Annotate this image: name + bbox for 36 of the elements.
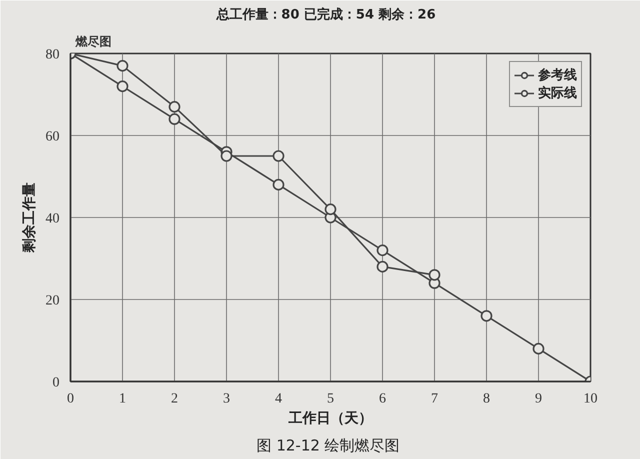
y-tick-label: 60	[46, 130, 60, 144]
x-tick-label: 1	[119, 392, 126, 406]
point	[272, 178, 284, 190]
point	[168, 101, 180, 113]
x-tick-label: 6	[379, 392, 386, 406]
y-axis-title: 剩余工作量	[22, 182, 38, 254]
point	[480, 310, 492, 322]
legend-label: 参考线	[538, 67, 577, 84]
x-tick-label: 8	[483, 392, 490, 406]
x-tick-label: 10	[584, 392, 598, 406]
y-tick-label: 40	[46, 212, 60, 226]
legend-label: 实际线	[538, 84, 577, 102]
text: 燃尽图	[74, 34, 112, 48]
point	[116, 80, 128, 92]
point	[220, 150, 232, 162]
point	[532, 342, 544, 354]
point	[428, 269, 440, 281]
x-tick-label: 5	[327, 392, 334, 406]
x-tick-label: 0	[67, 392, 74, 406]
caption: 图 12-12 绘制燃尽图	[256, 436, 400, 454]
point	[272, 150, 284, 162]
y-tick-label: 80	[46, 48, 60, 62]
x-axis-title: 工作日（天）	[288, 410, 372, 426]
x-tick-label: 9	[535, 392, 542, 406]
x-tick-label: 3	[223, 392, 230, 406]
y-tick-label: 20	[46, 294, 60, 308]
y-tick-label: 0	[52, 376, 60, 390]
chart-title: 总工作量：80 已完成：54 剩余：26	[215, 6, 436, 22]
point	[376, 244, 388, 256]
point	[168, 113, 180, 125]
point	[376, 260, 388, 272]
x-tick-label: 7	[431, 392, 438, 406]
x-tick-label: 4	[275, 392, 282, 406]
point	[324, 204, 336, 216]
x-tick-label: 2	[171, 392, 178, 406]
point	[116, 60, 128, 72]
